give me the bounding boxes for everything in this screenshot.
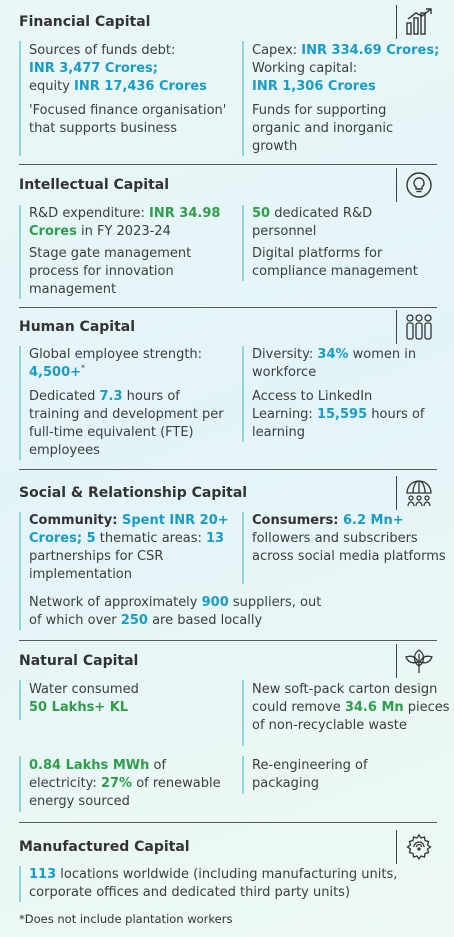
gear-icon bbox=[396, 830, 441, 864]
left-column-bar bbox=[19, 756, 21, 812]
capex-working-capital: Capex: INR 334.69 Crores; Working capita… bbox=[252, 43, 440, 94]
section-divider bbox=[19, 469, 437, 470]
footnote: *Does not include plantation workers bbox=[19, 912, 233, 926]
section-title: Natural Capital bbox=[19, 653, 139, 669]
growth-funds-note: Funds for supporting organic and inorgan… bbox=[252, 103, 394, 154]
training-hours: Dedicated 7.3 hours of training and deve… bbox=[29, 389, 224, 458]
sources-of-funds: Sources of funds debt: INR 3,477 Crores;… bbox=[29, 43, 207, 94]
supplier-network: Network of approximately 900 suppliers, … bbox=[29, 595, 322, 628]
right-column-bar bbox=[242, 512, 244, 584]
section-title: Financial Capital bbox=[19, 14, 151, 30]
community-umbrella-icon bbox=[396, 476, 441, 510]
people-icon bbox=[396, 310, 441, 344]
finance-organisation-note: 'Focused finance organisation' that supp… bbox=[29, 103, 227, 136]
left-column-bar bbox=[19, 512, 21, 630]
electricity-renewable: 0.84 Lakhs MWh of electricity: 27% of re… bbox=[29, 758, 221, 809]
section-divider bbox=[19, 164, 437, 165]
diversity: Diversity: 34% women in workforce bbox=[252, 347, 417, 380]
packaging-reengineering: Re-engineering of packaging bbox=[252, 758, 368, 791]
global-employee-strength: Global employee strength: 4,500+* bbox=[29, 347, 203, 380]
section-divider bbox=[19, 822, 437, 823]
right-column-bar bbox=[242, 41, 244, 156]
digital-platforms-note: Digital platforms for compliance managem… bbox=[252, 246, 418, 279]
section-title: Manufactured Capital bbox=[19, 839, 190, 855]
section-title: Social & Relationship Capital bbox=[19, 485, 248, 501]
rnd-expenditure: R&D expenditure: INR 34.98 Crores in FY … bbox=[29, 206, 221, 239]
rnd-personnel: 50 dedicated R&D personnel bbox=[252, 206, 373, 239]
linkedin-learning: Access to LinkedIn Learning: 15,595 hour… bbox=[252, 389, 425, 440]
section-divider bbox=[19, 307, 437, 308]
right-column-bar bbox=[242, 346, 244, 442]
section-divider bbox=[19, 640, 437, 641]
left-column-bar bbox=[19, 680, 21, 720]
left-column-bar bbox=[19, 41, 21, 156]
stage-gate-note: Stage gate management process for innova… bbox=[29, 246, 192, 297]
section-title: Human Capital bbox=[19, 319, 136, 335]
community-csr: Community: Spent INR 20+ Crores; 5 thema… bbox=[29, 513, 229, 582]
right-column-bar bbox=[242, 756, 244, 794]
left-column-bar bbox=[19, 866, 21, 902]
manufacturing-locations: 113 locations worldwide (including manuf… bbox=[29, 867, 398, 900]
section-title: Intellectual Capital bbox=[19, 177, 170, 193]
bar-chart-growth-icon bbox=[396, 5, 441, 39]
left-column-bar bbox=[19, 346, 21, 460]
water-consumed: Water consumed 50 Lakhs+ KL bbox=[29, 682, 139, 715]
consumers-followers: Consumers: 6.2 Mn+ followers and subscri… bbox=[252, 513, 446, 564]
right-column-bar bbox=[242, 680, 244, 746]
left-column-bar bbox=[19, 205, 21, 299]
soft-pack-carton: New soft-pack carton design could remove… bbox=[252, 682, 450, 733]
lightbulb-icon bbox=[396, 168, 441, 202]
leaf-icon bbox=[396, 644, 441, 678]
right-column-bar bbox=[242, 205, 244, 281]
